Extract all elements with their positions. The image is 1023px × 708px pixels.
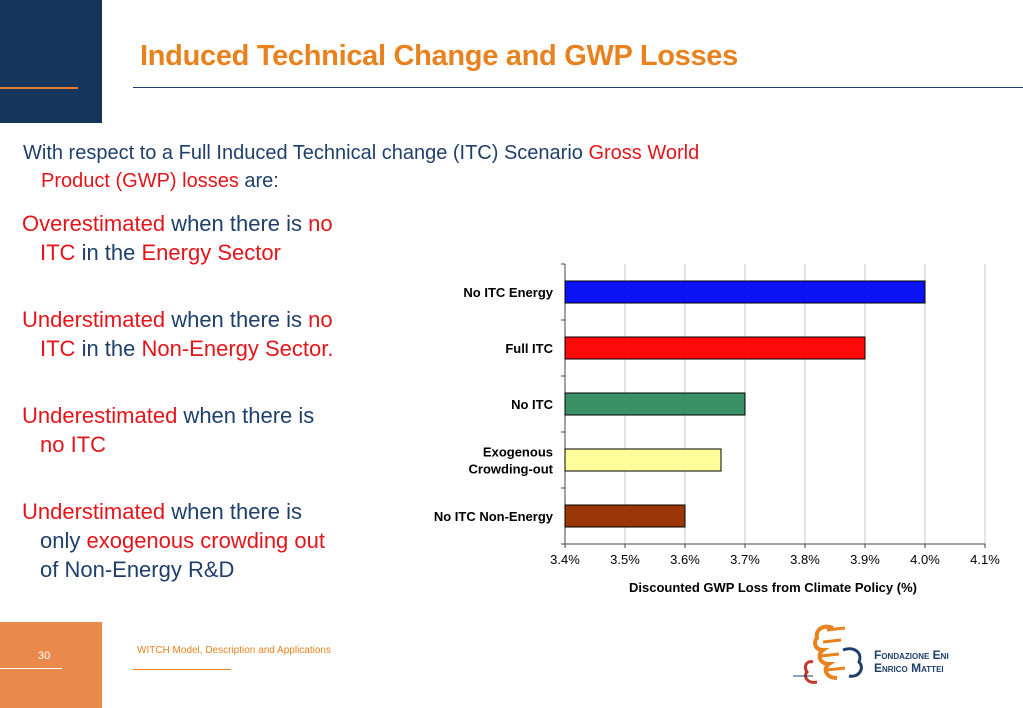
bar <box>564 504 686 528</box>
bullet-item: Understimated when there is no ITC in th… <box>22 305 422 363</box>
corner-accent-line <box>0 87 78 89</box>
bullet-text: only <box>40 528 87 553</box>
bullet-text: Non-Energy Sector. <box>141 336 334 361</box>
bullet-text: Energy Sector <box>141 240 281 265</box>
bullet-text: when there is <box>165 211 309 236</box>
bullet-line: ITC in the Non-Energy Sector. <box>22 334 422 363</box>
x-tick-label: 3.9% <box>850 552 880 567</box>
logo-line1: Fondazione Eni <box>874 648 949 662</box>
bullet-line: ITC in the Energy Sector <box>22 238 422 267</box>
footer-text: WITCH Model, Description and Application… <box>137 645 331 656</box>
title-rule <box>133 87 1023 88</box>
feem-logo-icon <box>793 624 863 684</box>
bar <box>564 392 746 416</box>
category-label-line: Full ITC <box>505 341 553 356</box>
category-label: No ITC <box>511 397 553 412</box>
bullet-term: Underestimated <box>22 403 178 428</box>
category-label-line: Exogenous <box>483 445 553 460</box>
intro-line2: Product (GWP) losses are: <box>23 167 853 195</box>
x-tick-label: 4.0% <box>910 552 940 567</box>
bullet-text: no <box>308 211 333 236</box>
footer-accent-line <box>0 668 62 669</box>
bullet-text: when there is <box>165 307 309 332</box>
bullet-term: Understimated <box>22 499 166 524</box>
x-tick-label: 3.8% <box>790 552 820 567</box>
bar <box>564 336 866 360</box>
category-label: No ITC Non-Energy <box>434 509 554 524</box>
x-tick-label: 3.7% <box>730 552 760 567</box>
gwp-loss-bar-chart: 3.4% 3.5% 3.6% 3.7% 3.8% 3.9% 4.0% 4.1% No ITC E… <box>434 263 1000 595</box>
corner-block <box>0 0 102 123</box>
bar <box>564 448 722 472</box>
bullet-text: when there is <box>165 499 303 524</box>
bullet-text: ITC <box>40 336 76 361</box>
intro-part4: are: <box>238 170 279 192</box>
bullet-text: of Non-Energy R&D <box>40 557 235 582</box>
footer-block <box>0 622 102 708</box>
bullet-text: when there is <box>177 403 315 428</box>
bullet-line: of Non-Energy R&D <box>22 555 422 584</box>
bullet-term: Understimated <box>22 307 166 332</box>
logo-line2: Enrico Mattei <box>874 661 944 675</box>
bullet-text: no ITC <box>40 432 107 457</box>
category-label: Full ITC <box>505 341 553 356</box>
category-label-line: Crowding-out <box>469 462 554 477</box>
intro-text: With respect to a Full Induced Technical… <box>23 139 853 195</box>
bullet-item: Understimated when there is only exogeno… <box>22 497 422 584</box>
bullet-line: no ITC <box>22 430 422 459</box>
page-number: 30 <box>38 650 51 662</box>
logo-text: Fondazione Eni Enrico Mattei <box>874 649 949 675</box>
bullet-text: exogenous crowding out <box>86 528 325 553</box>
category-label-line: No ITC Energy <box>463 285 553 300</box>
category-label: No ITC Energy <box>463 285 553 300</box>
category-label: Exogenous Crowding-out <box>469 445 554 477</box>
page-title: Induced Technical Change and GWP Losses <box>140 40 738 72</box>
x-axis-title: Discounted GWP Loss from Climate Policy … <box>629 580 917 595</box>
bar <box>564 280 926 304</box>
bullet-text: no <box>308 307 333 332</box>
bullet-text: in the <box>75 240 142 265</box>
intro-part2: Gross World <box>588 142 700 164</box>
intro-part3: Product (GWP) losses <box>41 170 239 192</box>
x-tick-label: 3.5% <box>610 552 640 567</box>
x-tick-label: 3.4% <box>550 552 580 567</box>
bullet-list: Overestimated when there is no ITC in th… <box>22 209 422 622</box>
footer-rule <box>133 669 231 670</box>
intro-part1: With respect to a Full Induced Technical… <box>23 142 589 164</box>
bullet-term: Overestimated <box>22 211 166 236</box>
category-label-line: No ITC <box>511 397 553 412</box>
bullet-text: in the <box>75 336 142 361</box>
category-label-line: No ITC Non-Energy <box>434 509 554 524</box>
bullet-line: only exogenous crowding out <box>22 526 422 555</box>
x-tick-label: 4.1% <box>970 552 1000 567</box>
bullet-item: Underestimated when there is no ITC <box>22 401 422 459</box>
bullet-item: Overestimated when there is no ITC in th… <box>22 209 422 267</box>
x-tick-label: 3.6% <box>670 552 700 567</box>
bullet-text: ITC <box>40 240 76 265</box>
